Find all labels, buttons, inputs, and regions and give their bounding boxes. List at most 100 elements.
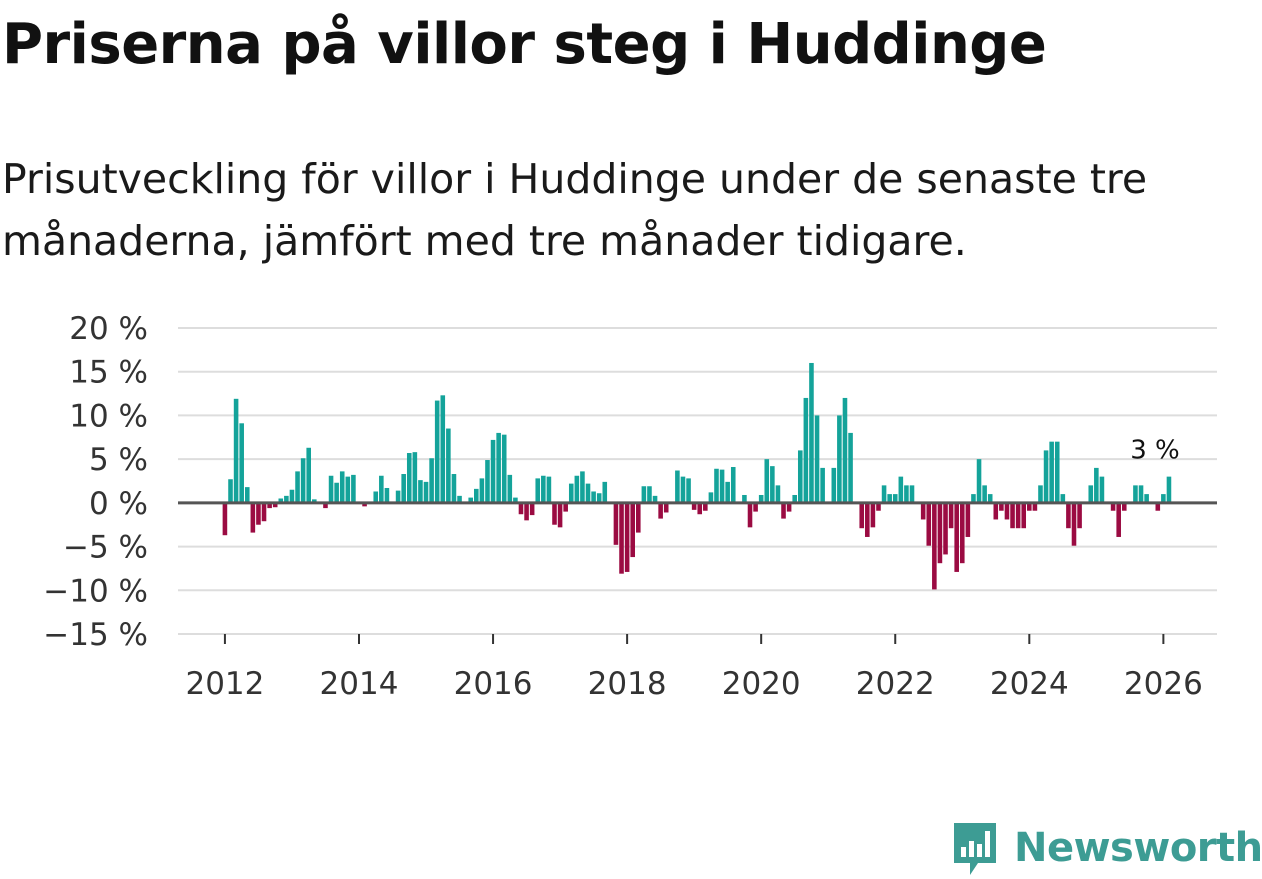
logo-text: Newsworthy	[1014, 825, 1262, 871]
bar-positive	[1049, 441, 1054, 503]
x-tick-label: 2014	[320, 666, 399, 702]
bar-negative	[943, 502, 948, 555]
bar-chart: 20 %15 %10 %5 %0 %−5 %−10 %−15 % 2012 201…	[43, 311, 1217, 702]
bar-positive	[792, 494, 797, 503]
bar-negative	[1071, 502, 1077, 546]
y-tick-label: 5 %	[89, 442, 148, 478]
bar-positive	[1133, 485, 1138, 503]
bar-positive	[490, 439, 496, 503]
bar-positive	[1094, 467, 1099, 503]
bar-positive	[652, 495, 658, 503]
bar-negative	[870, 502, 876, 528]
bar-positive	[446, 428, 451, 503]
bar-positive	[591, 491, 596, 503]
bar-negative	[753, 502, 758, 512]
bar-positive	[513, 497, 518, 503]
bar-negative	[954, 502, 959, 572]
bar-positive	[680, 476, 686, 503]
bar-positive	[719, 469, 725, 503]
bar-positive	[395, 490, 401, 503]
bar-negative	[1077, 502, 1082, 529]
bar-positive	[300, 458, 306, 503]
bar-positive	[809, 362, 814, 503]
bar-negative	[636, 502, 641, 533]
bar-negative	[999, 502, 1004, 511]
bar-positive	[887, 494, 892, 503]
bar-negative	[222, 502, 228, 536]
bar-positive	[831, 467, 837, 503]
bar-negative	[518, 502, 524, 515]
bar-positive	[278, 498, 284, 503]
bar-positive	[987, 494, 993, 503]
bar-positive	[775, 485, 781, 503]
bar-negative	[747, 502, 753, 528]
bar-positive	[345, 476, 351, 503]
y-tick-label: 10 %	[69, 398, 148, 434]
x-tick-label: 2012	[185, 666, 264, 702]
bar-positive	[708, 492, 714, 503]
bar-positive	[457, 495, 462, 503]
bar-negative	[691, 502, 697, 510]
last-value-annotation: 3 %	[1130, 436, 1180, 466]
bar-positive	[440, 395, 446, 503]
bar-positive	[971, 494, 976, 503]
bar-positive	[412, 452, 418, 503]
bar-negative	[529, 502, 535, 516]
x-tick-label: 2020	[722, 666, 801, 702]
bar-positive	[429, 458, 434, 503]
annotations: 3 %	[1130, 436, 1180, 466]
bar-positive	[1144, 494, 1149, 503]
bar-negative	[552, 502, 557, 525]
bar-positive	[647, 486, 652, 503]
bar-positive	[820, 467, 825, 503]
bar-positive	[770, 466, 775, 503]
bar-positive	[881, 485, 887, 503]
bar-negative	[786, 502, 792, 512]
bar-positive	[580, 471, 585, 503]
bar-positive	[1161, 494, 1166, 503]
bar-positive	[339, 471, 345, 503]
bar-positive	[351, 474, 356, 503]
bar-positive	[507, 474, 513, 503]
bar-positive	[904, 485, 909, 503]
chart-subtitle: Prisutveckling för villor i Huddinge und…	[2, 155, 1148, 265]
bar-positive	[1054, 441, 1060, 503]
bar-positive	[585, 483, 591, 503]
bar-negative	[658, 502, 663, 519]
bars	[222, 362, 1172, 590]
bar-negative	[1116, 502, 1121, 537]
bar-negative	[663, 502, 669, 513]
bar-negative	[865, 502, 870, 537]
bar-negative	[993, 502, 999, 520]
bar-positive	[758, 494, 764, 503]
bar-positive	[641, 486, 647, 503]
x-tick-label: 2026	[1124, 666, 1203, 702]
bar-positive	[233, 398, 239, 503]
bar-positive	[418, 480, 423, 503]
bar-negative	[1155, 502, 1161, 511]
x-axis: 2012 2014 2016 2018 2020 2022 2024 2026	[185, 634, 1203, 702]
bar-positive	[468, 497, 473, 503]
bar-positive	[675, 470, 680, 503]
bar-positive	[496, 432, 501, 503]
bar-negative	[965, 502, 971, 537]
bar-positive	[244, 487, 250, 503]
bar-positive	[848, 432, 853, 503]
grid-lines	[178, 327, 1217, 635]
bar-positive	[1038, 485, 1043, 503]
bar-positive	[541, 475, 546, 503]
bar-negative	[876, 502, 881, 511]
bar-positive	[535, 478, 541, 503]
bar-negative	[1004, 502, 1010, 520]
bar-positive	[892, 494, 898, 503]
bar-positive	[814, 415, 820, 503]
bar-positive	[596, 493, 602, 503]
bar-positive	[373, 491, 379, 503]
bar-negative	[261, 502, 267, 522]
bar-negative	[267, 502, 272, 509]
y-tick-label: 0 %	[89, 486, 148, 522]
bar-positive	[1099, 476, 1105, 503]
bar-positive	[289, 489, 295, 503]
bar-positive	[328, 475, 334, 503]
bar-positive	[797, 450, 803, 503]
